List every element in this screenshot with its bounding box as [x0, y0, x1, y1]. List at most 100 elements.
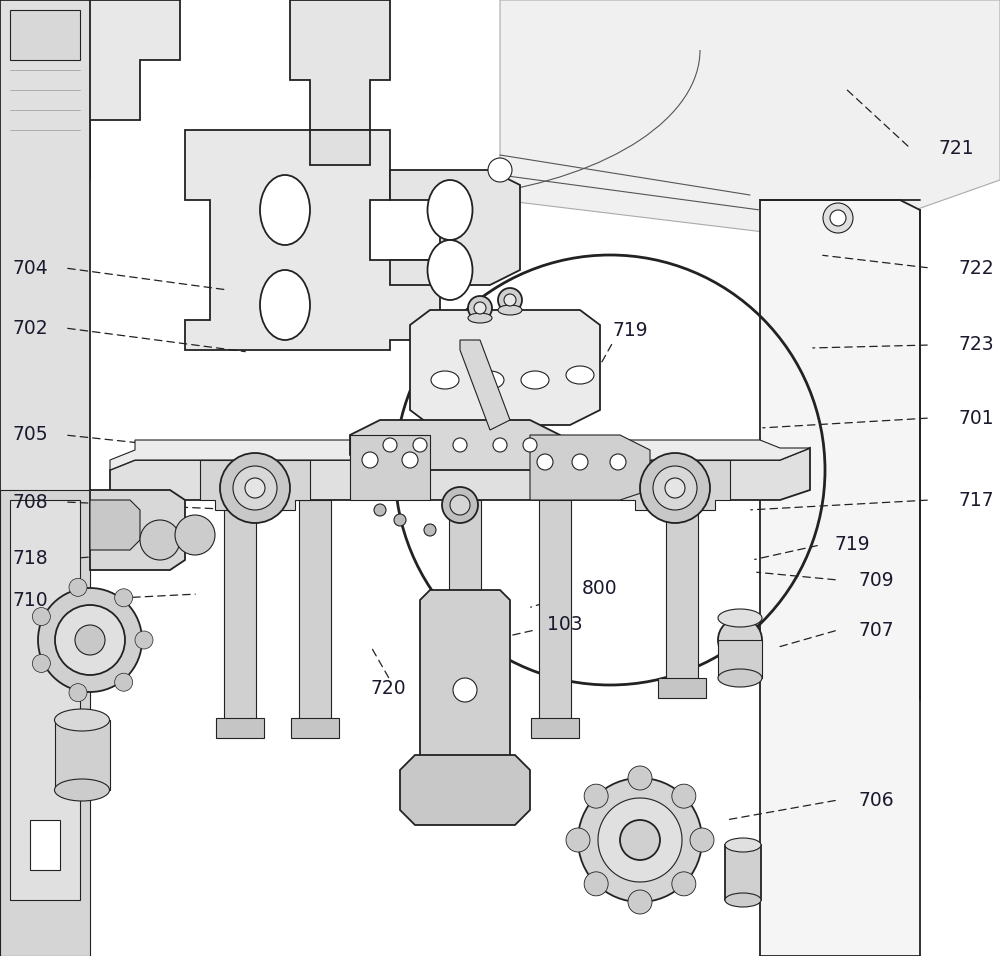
Text: 721: 721 — [938, 139, 974, 158]
Bar — [10, 500, 80, 900]
Bar — [449, 500, 481, 720]
Bar — [441, 718, 489, 738]
Text: 704: 704 — [12, 258, 48, 277]
Bar — [539, 500, 571, 720]
Circle shape — [584, 872, 608, 896]
Ellipse shape — [54, 709, 110, 731]
Ellipse shape — [428, 240, 473, 300]
Polygon shape — [400, 755, 530, 825]
Circle shape — [598, 798, 682, 882]
Ellipse shape — [521, 371, 549, 389]
Polygon shape — [200, 460, 310, 510]
Polygon shape — [290, 0, 390, 130]
Circle shape — [115, 673, 133, 691]
Circle shape — [220, 453, 290, 523]
Circle shape — [402, 452, 418, 468]
Circle shape — [140, 520, 180, 560]
Circle shape — [523, 438, 537, 452]
Ellipse shape — [260, 270, 310, 340]
Text: 701: 701 — [958, 408, 994, 427]
Polygon shape — [460, 340, 510, 430]
Bar — [725, 845, 761, 900]
Circle shape — [718, 618, 762, 662]
Circle shape — [442, 487, 478, 523]
Text: 800: 800 — [582, 578, 618, 598]
Circle shape — [493, 438, 507, 452]
Circle shape — [362, 452, 378, 468]
Circle shape — [55, 605, 125, 675]
Circle shape — [374, 504, 386, 516]
Polygon shape — [0, 0, 180, 180]
Ellipse shape — [718, 609, 762, 627]
Text: 719: 719 — [835, 535, 871, 554]
Ellipse shape — [718, 669, 762, 687]
Polygon shape — [185, 130, 440, 350]
Circle shape — [620, 820, 660, 860]
Circle shape — [32, 608, 50, 625]
Polygon shape — [500, 0, 1000, 240]
Ellipse shape — [428, 180, 473, 240]
Bar — [216, 718, 264, 738]
Circle shape — [75, 625, 105, 655]
Text: 720: 720 — [370, 679, 406, 698]
Ellipse shape — [260, 175, 310, 245]
Circle shape — [175, 515, 215, 555]
Bar — [224, 500, 256, 720]
Circle shape — [628, 766, 652, 790]
Text: 708: 708 — [12, 492, 48, 511]
Circle shape — [830, 210, 846, 226]
Circle shape — [537, 454, 553, 470]
Text: 718: 718 — [12, 549, 48, 568]
Circle shape — [628, 890, 652, 914]
Circle shape — [453, 438, 467, 452]
Polygon shape — [90, 490, 185, 570]
Circle shape — [584, 784, 608, 808]
Ellipse shape — [566, 366, 594, 384]
Text: 706: 706 — [858, 791, 894, 810]
Bar — [10, 10, 80, 60]
Text: 702: 702 — [12, 318, 48, 337]
Bar — [310, 130, 370, 165]
Bar — [718, 640, 762, 678]
Circle shape — [38, 588, 142, 692]
Text: 705: 705 — [12, 425, 48, 445]
Ellipse shape — [54, 779, 110, 801]
Circle shape — [450, 495, 470, 515]
Circle shape — [474, 302, 486, 314]
Circle shape — [233, 466, 277, 510]
Circle shape — [578, 778, 702, 902]
Text: 103: 103 — [547, 616, 583, 635]
Polygon shape — [110, 440, 810, 470]
Circle shape — [672, 872, 696, 896]
Text: 710: 710 — [12, 591, 48, 610]
Circle shape — [115, 589, 133, 607]
Bar — [291, 718, 339, 738]
Circle shape — [468, 296, 492, 320]
Bar — [531, 718, 579, 738]
Bar — [658, 678, 706, 698]
Circle shape — [488, 158, 512, 182]
Circle shape — [672, 784, 696, 808]
Ellipse shape — [476, 371, 504, 389]
Polygon shape — [0, 0, 90, 956]
Circle shape — [245, 478, 265, 498]
Circle shape — [665, 478, 685, 498]
Circle shape — [383, 438, 397, 452]
Text: 722: 722 — [958, 258, 994, 277]
Polygon shape — [110, 448, 810, 500]
Polygon shape — [0, 490, 90, 956]
Circle shape — [394, 514, 406, 526]
Circle shape — [453, 678, 477, 702]
Circle shape — [69, 578, 87, 597]
Polygon shape — [410, 310, 600, 425]
Circle shape — [32, 655, 50, 672]
Circle shape — [69, 684, 87, 702]
Text: 723: 723 — [958, 336, 994, 355]
Polygon shape — [420, 590, 510, 770]
Polygon shape — [90, 500, 140, 550]
Text: 719: 719 — [613, 320, 649, 339]
Circle shape — [572, 454, 588, 470]
Bar — [299, 500, 331, 720]
Text: 709: 709 — [858, 571, 894, 590]
Polygon shape — [760, 200, 920, 956]
